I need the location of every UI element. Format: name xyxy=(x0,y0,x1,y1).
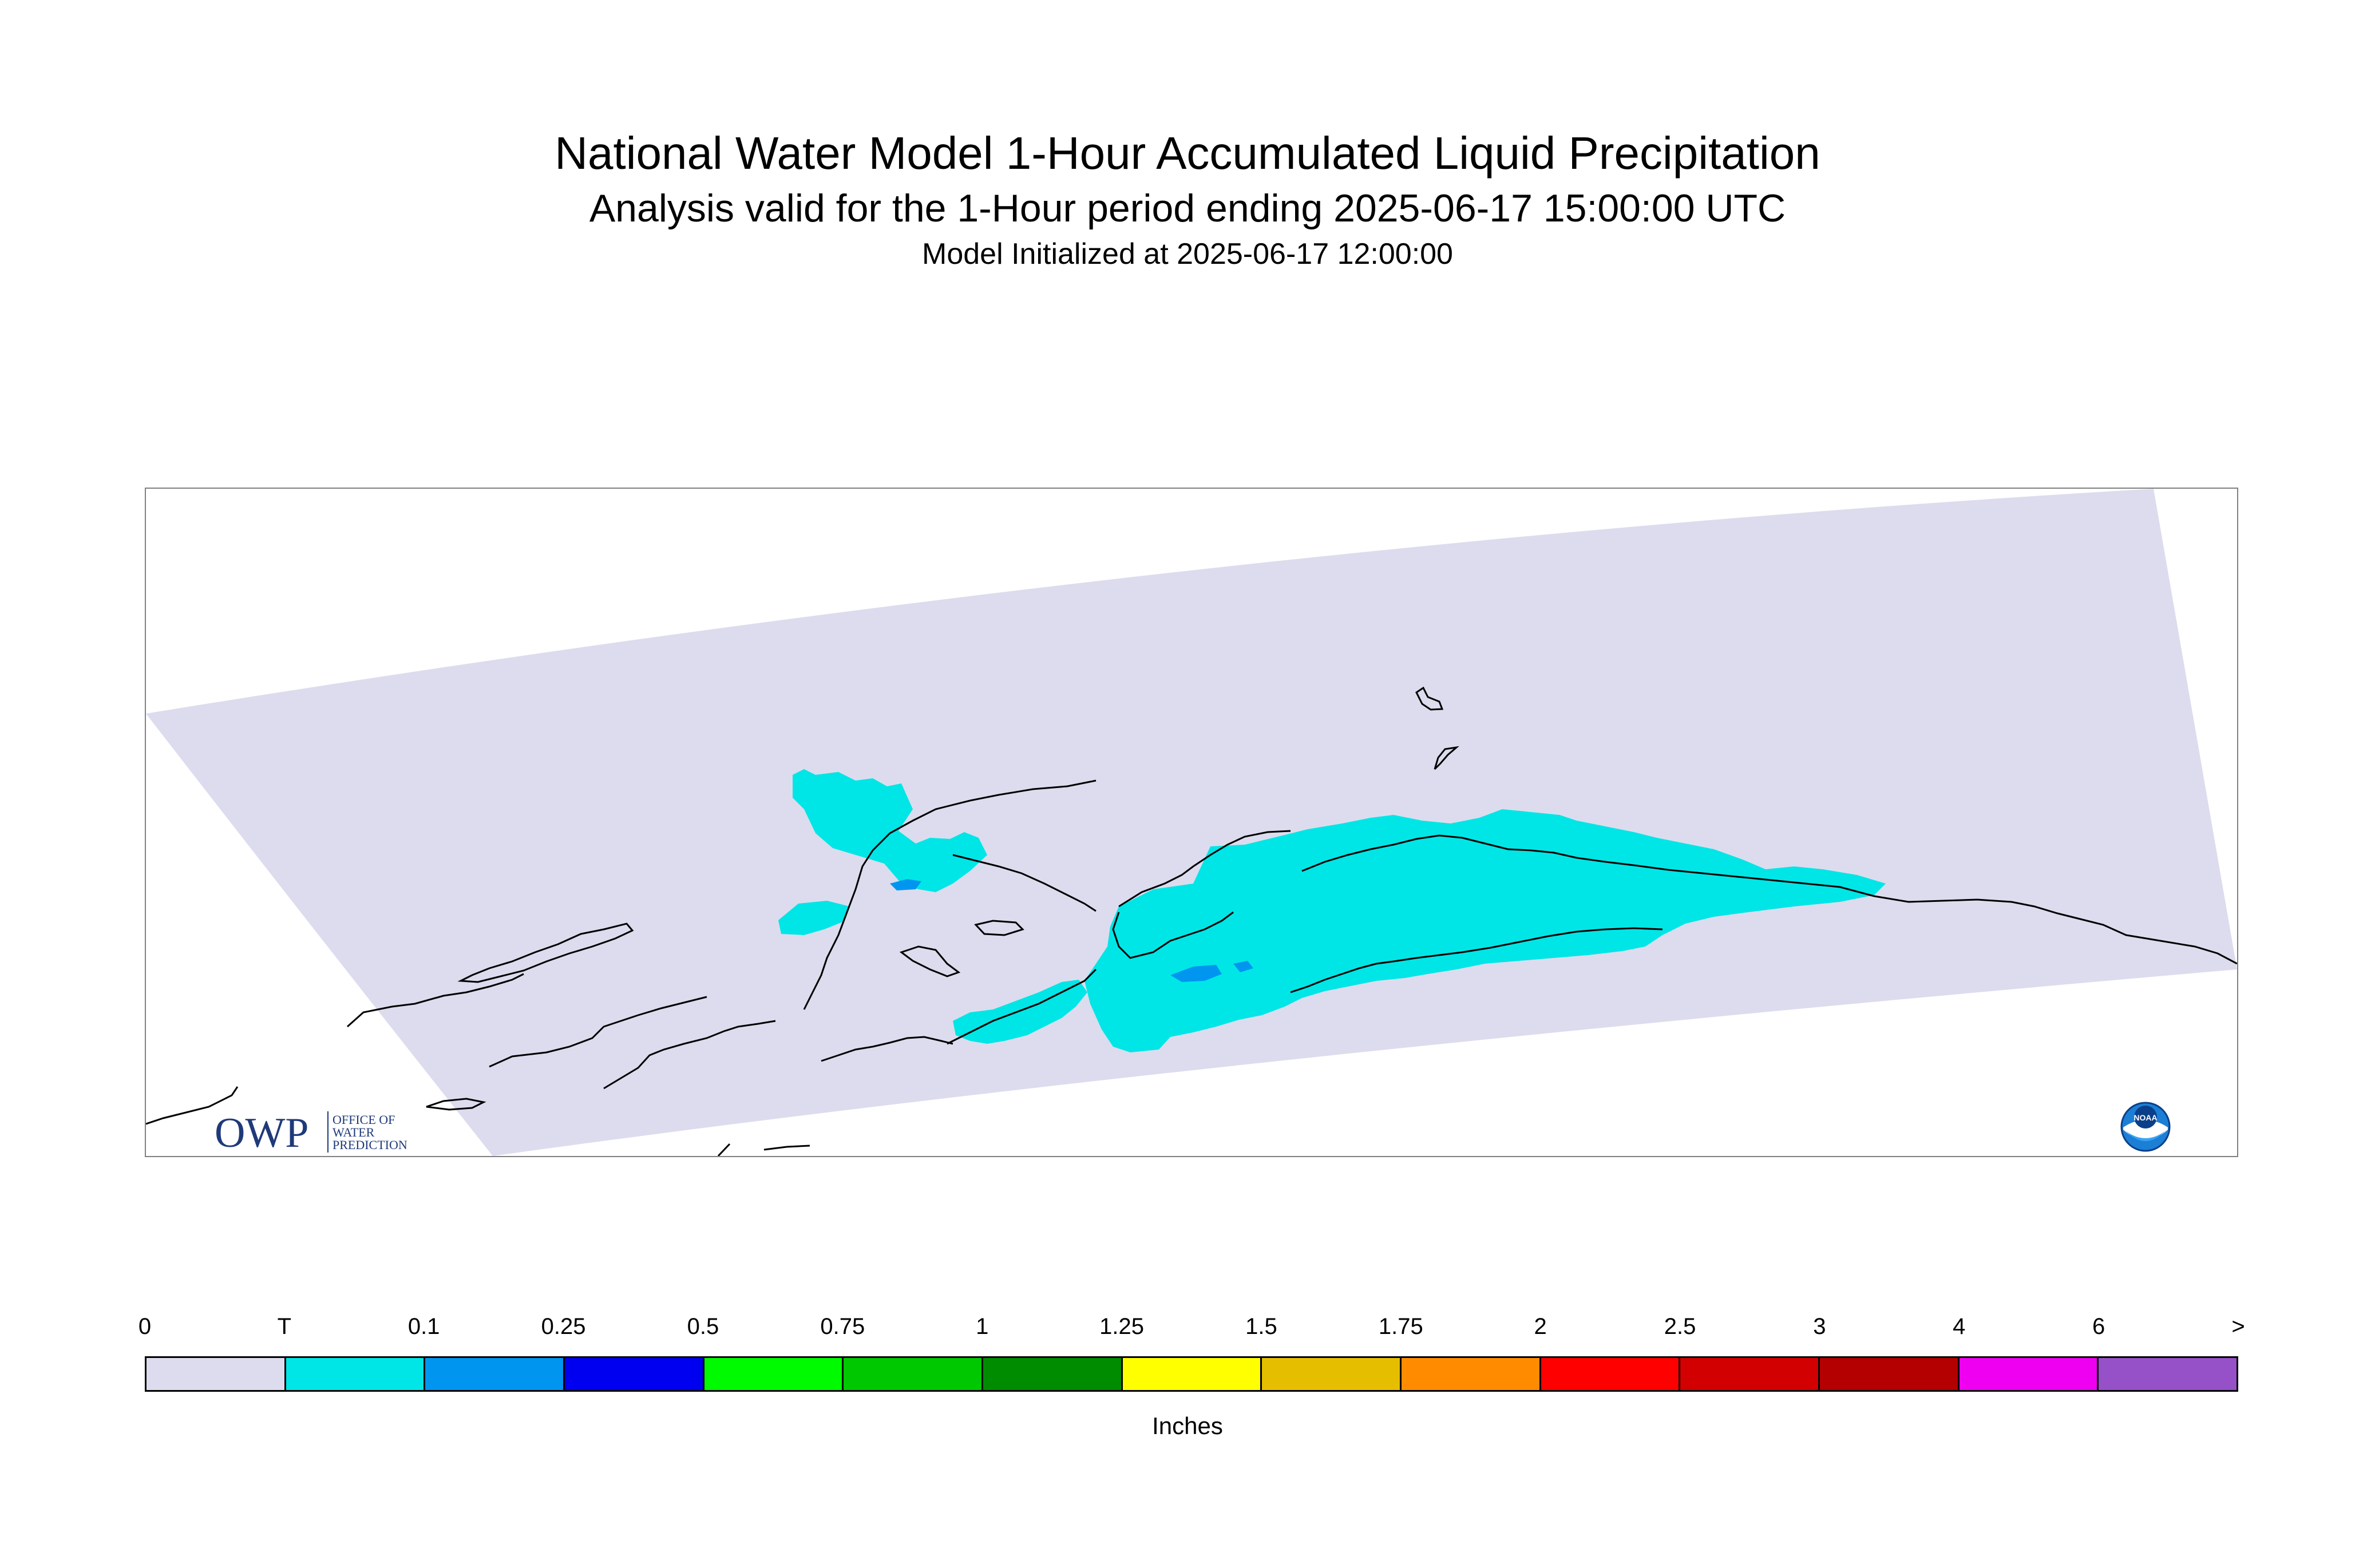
legend-swatch xyxy=(844,1358,984,1390)
coastline-peninsula xyxy=(821,968,1097,1062)
coastline-small-islands-north xyxy=(1415,686,1459,770)
legend-label: > xyxy=(2231,1314,2245,1339)
legend-label: 1.25 xyxy=(1099,1314,1144,1339)
precip-light-spot-3 xyxy=(1233,961,1253,972)
legend-label: 0.25 xyxy=(541,1314,586,1339)
legend-swatch xyxy=(286,1358,426,1390)
legend-label: 3 xyxy=(1813,1314,1826,1339)
noaa-logo: NOAA xyxy=(2120,1101,2171,1155)
legend-labels: 0 T 0.1 0.25 0.5 0.75 1 1.25 1.5 1.75 2 2.5 3 4 6 > xyxy=(0,1315,2375,1349)
legend-swatch xyxy=(1262,1358,1402,1390)
legend-label: 0.1 xyxy=(407,1314,440,1339)
legend-label: 1.5 xyxy=(1245,1314,1277,1339)
precip-light-spot-1 xyxy=(890,879,921,890)
owp-logo-line2: WATER xyxy=(332,1125,375,1139)
coastline-islands-west xyxy=(457,922,634,983)
legend-swatch xyxy=(983,1358,1123,1390)
legend-swatch xyxy=(1680,1358,1820,1390)
legend-swatch xyxy=(704,1358,844,1390)
legend-label: 4 xyxy=(1953,1314,1966,1339)
coastline-nunivak xyxy=(974,920,1024,936)
noaa-logo-text: NOAA xyxy=(2133,1113,2157,1122)
coastlines xyxy=(146,686,2237,1156)
legend-swatch xyxy=(147,1358,286,1390)
precip-area-main xyxy=(1084,809,1886,1052)
legend-swatch xyxy=(425,1358,565,1390)
owp-logo-line1: OFFICE OF xyxy=(332,1112,395,1127)
precip-area-west-spot xyxy=(778,901,850,935)
legend-label: 1.75 xyxy=(1378,1314,1423,1339)
precipitation-map xyxy=(146,489,2237,1156)
model-init-time: Model Initialized at 2025-06-17 12:00:00 xyxy=(922,237,1453,271)
map-panel xyxy=(145,488,2238,1157)
legend-label: T xyxy=(277,1314,292,1339)
legend-label: 6 xyxy=(2092,1314,2105,1339)
owp-logo-line3: PREDICTION xyxy=(332,1138,407,1152)
coastline-siberia xyxy=(146,1086,810,1156)
legend-swatch xyxy=(1122,1358,1262,1390)
owp-logo: OWP OFFICE OF WATER PREDICTION xyxy=(215,1106,432,1160)
legend-swatch xyxy=(1402,1358,1541,1390)
owp-logo-text: OWP xyxy=(215,1110,308,1157)
model-domain-area xyxy=(146,489,2237,1156)
coastline-south-island xyxy=(899,945,961,977)
map-title: National Water Model 1-Hour Accumulated … xyxy=(555,128,1820,179)
legend-swatch xyxy=(1959,1358,2099,1390)
map-subtitle: Analysis valid for the 1-Hour period end… xyxy=(589,187,1786,230)
coastline-kenai xyxy=(1112,911,1663,993)
legend-label: 1 xyxy=(976,1314,989,1339)
legend-swatch xyxy=(2099,1358,2237,1390)
legend-label: 2.5 xyxy=(1664,1314,1696,1339)
legend-label: 0.5 xyxy=(687,1314,719,1339)
legend-units: Inches xyxy=(1152,1412,1223,1439)
legend-label: 2 xyxy=(1534,1314,1547,1339)
coastline-alaska-range xyxy=(1118,830,2237,965)
legend-swatch xyxy=(565,1358,704,1390)
coastline-mainland xyxy=(347,779,1097,1090)
legend-label: 0 xyxy=(138,1314,152,1339)
legend-label: 0.75 xyxy=(820,1314,865,1339)
precip-light-areas xyxy=(890,879,1253,982)
precip-area-north xyxy=(793,769,987,892)
precip-light-spot-2 xyxy=(1170,965,1222,982)
legend-swatch xyxy=(1541,1358,1681,1390)
legend-colorbar xyxy=(145,1356,2238,1392)
legend-swatch xyxy=(1820,1358,1960,1390)
